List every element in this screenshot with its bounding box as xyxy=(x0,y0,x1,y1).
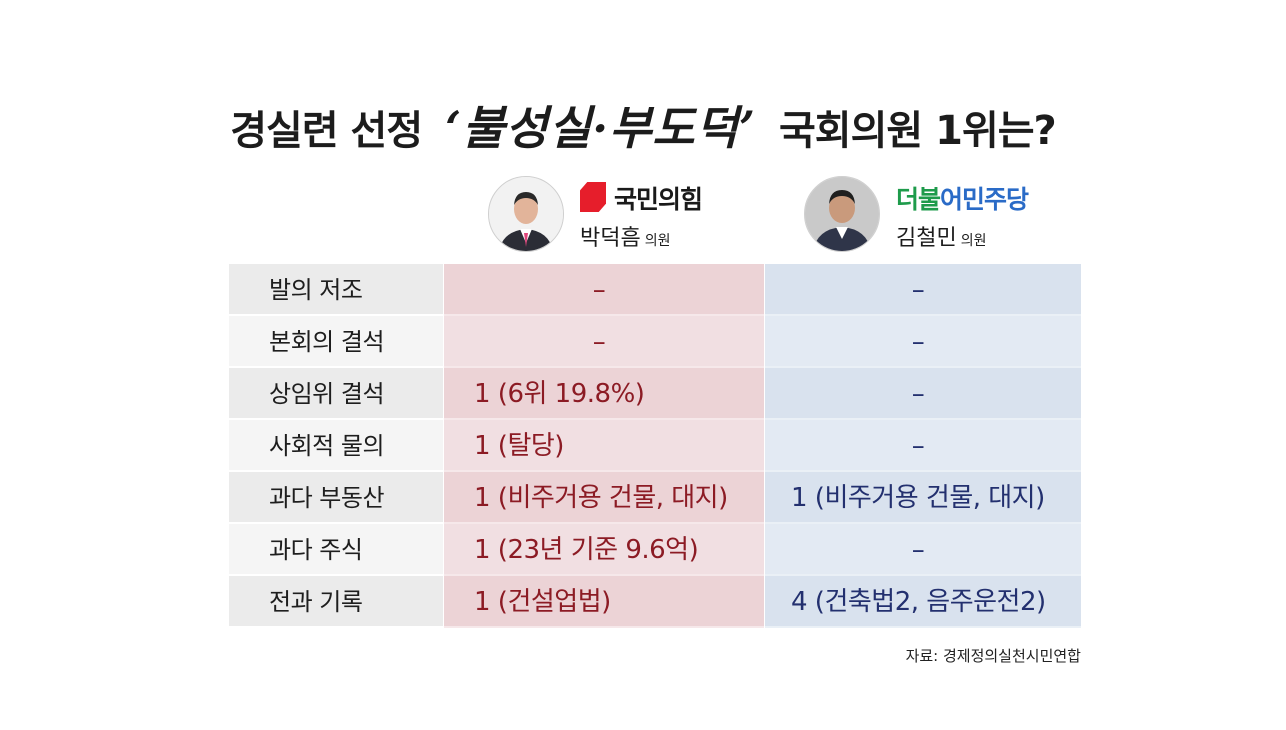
person-name: 박덕흠 xyxy=(580,226,641,251)
row-label: 과다 부동산 xyxy=(229,472,443,524)
person-name: 김철민 xyxy=(896,226,957,251)
avatar xyxy=(804,176,880,252)
left-cell: 1 (23년 기준 9.6억) xyxy=(444,524,764,576)
page-title: 경실련 선정 ‘불성실·부도덕’ 국회의원 1위는? xyxy=(0,92,1286,158)
row-label: 발의 저조 xyxy=(229,264,443,316)
right-cell: – xyxy=(765,264,1081,316)
person-photo-icon xyxy=(805,177,879,251)
party-logo-ppp: 국민의힘 xyxy=(580,180,703,216)
title-highlight: ‘불성실·부도덕’ xyxy=(445,101,757,155)
person-title: 의원 xyxy=(960,233,987,249)
person-photo-icon xyxy=(489,177,563,251)
table-row: 전과 기록 1 (건설업법) 4 (건축법2, 음주운전2) xyxy=(229,576,1081,628)
right-cell: 1 (비주거용 건물, 대지) xyxy=(765,472,1081,524)
row-label: 본회의 결석 xyxy=(229,316,443,368)
table-row: 과다 주식 1 (23년 기준 9.6억) – xyxy=(229,524,1081,576)
row-label: 사회적 물의 xyxy=(229,420,443,472)
left-cell: 1 (6위 19.8%) xyxy=(444,368,764,420)
table-row: 상임위 결석 1 (6위 19.8%) – xyxy=(229,368,1081,420)
comparison-table: 발의 저조 – – 본회의 결석 – – 상임위 결석 1 (6위 19.8%)… xyxy=(229,264,1081,628)
row-label: 과다 주식 xyxy=(229,524,443,576)
title-suffix: 국회의원 1위는? xyxy=(779,108,1057,154)
right-cell: – xyxy=(765,420,1081,472)
person-label: 박덕흠 의원 xyxy=(580,220,671,252)
party-logo-dp: 더불어민주당 xyxy=(896,180,1029,216)
party-name: 국민의힘 xyxy=(614,185,703,214)
ppp-logo-icon xyxy=(580,182,606,212)
table-row: 발의 저조 – – xyxy=(229,264,1081,316)
party-name-part2: 어민주당 xyxy=(940,185,1029,214)
row-label: 상임위 결석 xyxy=(229,368,443,420)
left-cell: – xyxy=(444,316,764,368)
right-cell: – xyxy=(765,316,1081,368)
person-title: 의원 xyxy=(644,233,671,249)
right-cell: 4 (건축법2, 음주운전2) xyxy=(765,576,1081,628)
left-cell: – xyxy=(444,264,764,316)
avatar xyxy=(488,176,564,252)
left-cell: 1 (건설업법) xyxy=(444,576,764,628)
right-cell: – xyxy=(765,524,1081,576)
left-cell: 1 (탈당) xyxy=(444,420,764,472)
source-note: 자료: 경제정의실천시민연합 xyxy=(905,647,1081,665)
row-label: 전과 기록 xyxy=(229,576,443,628)
table-row: 과다 부동산 1 (비주거용 건물, 대지) 1 (비주거용 건물, 대지) xyxy=(229,472,1081,524)
title-prefix: 경실련 선정 xyxy=(230,108,423,154)
table-row: 사회적 물의 1 (탈당) – xyxy=(229,420,1081,472)
person-label: 김철민 의원 xyxy=(896,220,987,252)
table-row: 본회의 결석 – – xyxy=(229,316,1081,368)
right-cell: – xyxy=(765,368,1081,420)
left-cell: 1 (비주거용 건물, 대지) xyxy=(444,472,764,524)
party-name-part1: 더불 xyxy=(896,185,941,214)
